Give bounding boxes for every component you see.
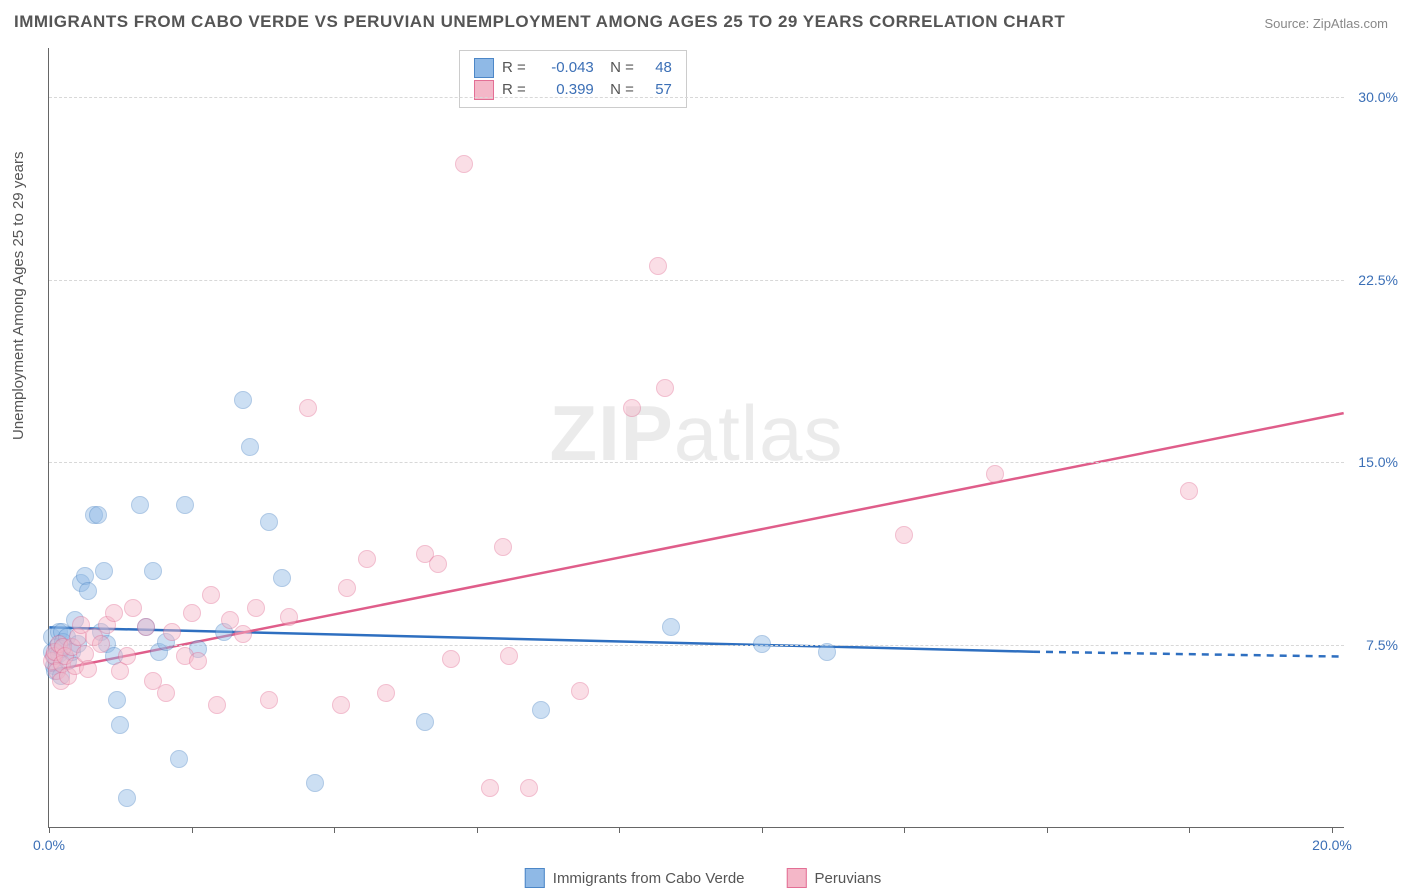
scatter-point	[358, 550, 376, 568]
scatter-point	[79, 660, 97, 678]
series-1-name: Immigrants from Cabo Verde	[553, 870, 745, 887]
scatter-point	[137, 618, 155, 636]
scatter-point	[280, 608, 298, 626]
scatter-point	[234, 391, 252, 409]
series-legend: Immigrants from Cabo Verde Peruvians	[525, 868, 881, 888]
scatter-point	[273, 569, 291, 587]
scatter-point	[111, 716, 129, 734]
scatter-point	[260, 691, 278, 709]
x-tick-mark	[619, 827, 620, 833]
scatter-point	[494, 538, 512, 556]
scatter-point	[202, 586, 220, 604]
scatter-point	[108, 691, 126, 709]
legend-row-series-1: R = -0.043 N = 48	[474, 57, 672, 79]
swatch-series-2	[787, 868, 807, 888]
scatter-point	[118, 789, 136, 807]
scatter-point	[247, 599, 265, 617]
scatter-point	[183, 604, 201, 622]
scatter-point	[481, 779, 499, 797]
source-label: Source: ZipAtlas.com	[1264, 16, 1388, 31]
n-value-1: 48	[642, 57, 672, 79]
n-label: N =	[602, 57, 634, 79]
scatter-point	[92, 635, 110, 653]
scatter-point	[532, 701, 550, 719]
scatter-point	[157, 684, 175, 702]
scatter-point	[208, 696, 226, 714]
gridline	[49, 462, 1344, 463]
scatter-point	[649, 257, 667, 275]
gridline	[49, 645, 1344, 646]
y-tick-label: 15.0%	[1358, 454, 1398, 470]
chart-title: IMMIGRANTS FROM CABO VERDE VS PERUVIAN U…	[14, 12, 1065, 32]
y-tick-label: 7.5%	[1366, 637, 1398, 653]
scatter-point	[306, 774, 324, 792]
scatter-point	[189, 652, 207, 670]
scatter-point	[241, 438, 259, 456]
gridline	[49, 280, 1344, 281]
x-tick-mark	[334, 827, 335, 833]
scatter-point	[455, 155, 473, 173]
scatter-point	[79, 582, 97, 600]
x-tick-mark	[477, 827, 478, 833]
scatter-point	[105, 604, 123, 622]
scatter-point	[377, 684, 395, 702]
scatter-point	[170, 750, 188, 768]
scatter-point	[124, 599, 142, 617]
regression-lines-layer	[49, 48, 1344, 827]
swatch-series-1	[525, 868, 545, 888]
y-tick-label: 22.5%	[1358, 272, 1398, 288]
x-tick-mark	[49, 827, 50, 833]
scatter-point	[895, 526, 913, 544]
scatter-point	[89, 506, 107, 524]
watermark: ZIPatlas	[549, 387, 843, 478]
scatter-point	[753, 635, 771, 653]
scatter-point	[95, 562, 113, 580]
r-value-1: -0.043	[534, 57, 594, 79]
scatter-point	[1180, 482, 1198, 500]
scatter-point	[656, 379, 674, 397]
x-tick-mark	[762, 827, 763, 833]
scatter-point	[338, 579, 356, 597]
scatter-point	[118, 647, 136, 665]
scatter-point	[429, 555, 447, 573]
x-tick-mark	[1189, 827, 1190, 833]
r-label: R =	[502, 57, 526, 79]
scatter-point	[299, 399, 317, 417]
x-tick-mark	[1332, 827, 1333, 833]
correlation-legend: R = -0.043 N = 48 R = 0.399 N = 57	[459, 50, 687, 108]
x-tick-label: 20.0%	[1312, 837, 1352, 853]
x-tick-mark	[904, 827, 905, 833]
x-tick-label: 0.0%	[33, 837, 65, 853]
gridline	[49, 97, 1344, 98]
scatter-point	[662, 618, 680, 636]
scatter-point	[442, 650, 460, 668]
scatter-point	[416, 713, 434, 731]
y-tick-label: 30.0%	[1358, 89, 1398, 105]
x-tick-mark	[192, 827, 193, 833]
scatter-point	[332, 696, 350, 714]
scatter-point	[163, 623, 181, 641]
scatter-point	[221, 611, 239, 629]
scatter-point	[623, 399, 641, 417]
scatter-point	[571, 682, 589, 700]
scatter-point	[234, 625, 252, 643]
chart-plot-area: ZIPatlas R = -0.043 N = 48 R = 0.399 N =…	[48, 48, 1344, 828]
scatter-point	[144, 562, 162, 580]
scatter-point	[500, 647, 518, 665]
scatter-point	[131, 496, 149, 514]
y-axis-label: Unemployment Among Ages 25 to 29 years	[10, 151, 27, 440]
scatter-point	[818, 643, 836, 661]
swatch-series-1	[474, 58, 494, 78]
legend-item-1: Immigrants from Cabo Verde	[525, 868, 745, 888]
scatter-point	[520, 779, 538, 797]
scatter-point	[260, 513, 278, 531]
legend-item-2: Peruvians	[787, 868, 882, 888]
scatter-point	[176, 496, 194, 514]
x-tick-mark	[1047, 827, 1048, 833]
series-2-name: Peruvians	[815, 870, 882, 887]
scatter-point	[986, 465, 1004, 483]
